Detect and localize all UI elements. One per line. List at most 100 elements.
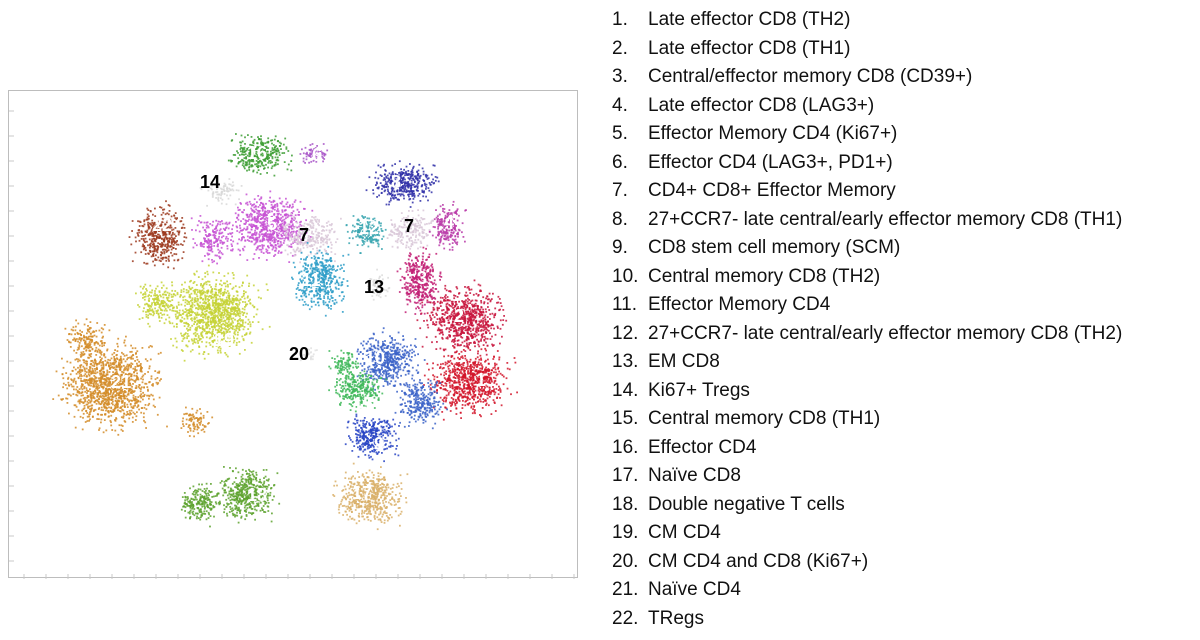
cluster-point [155,259,158,261]
cluster-point [163,219,165,221]
cluster-point [227,307,230,310]
cluster-point [144,234,147,236]
cluster-point [106,385,109,388]
axis-ticks [9,110,575,579]
cluster-point [167,255,170,258]
cluster-point [271,147,274,149]
cluster-point [306,151,308,154]
cluster-point [139,370,142,373]
cluster-point [110,402,113,405]
cluster-point [292,242,294,244]
cluster-point [175,323,178,325]
cluster-point [201,245,204,248]
cluster-point [154,225,157,228]
cluster-point [293,219,295,221]
cluster-point [229,330,231,333]
cluster-point [151,309,154,312]
cluster-point [160,246,163,248]
cluster-point [138,360,140,363]
cluster-point [293,238,296,240]
cluster-point [138,384,141,386]
cluster-point [263,227,266,230]
cluster-point [159,235,161,237]
umap-plot-frame: 1 2 3 4 5 6 7 8 9 10 11 12 13 14 15 16 17 18 19 20 21 22 7 [8,90,578,579]
cluster-point [153,244,155,247]
cluster-point [118,396,121,399]
cluster-point [201,325,204,327]
cluster-point [298,228,301,231]
cluster-point [259,221,262,224]
cluster-point [92,410,95,412]
cluster-point [66,397,69,400]
cluster-point [86,403,89,406]
cluster-point [88,346,91,349]
cluster-point [405,217,408,219]
cluster-point [151,235,154,237]
cluster-point [243,308,246,311]
cluster-point [213,233,216,236]
cluster-point [142,239,145,242]
cluster-point [99,373,102,376]
cluster-point [309,221,312,223]
cluster-point [260,207,263,210]
cluster-point [93,379,95,382]
cluster-point [143,245,146,248]
cluster-point [265,155,268,157]
cluster-point [206,242,209,244]
cluster-point [95,329,98,332]
cluster-point [169,228,171,231]
cluster-point [232,224,234,227]
cluster-point [146,360,149,362]
cluster-point [175,248,177,250]
cluster-point [302,243,304,245]
cluster-point [99,377,102,379]
cluster-point [128,382,131,385]
cluster-point [227,300,230,302]
cluster-point [180,332,182,335]
cluster-point [203,237,205,240]
cluster-point [113,373,116,376]
cluster-point [119,355,122,358]
cluster-point [231,248,234,251]
cluster-point [268,156,270,159]
cluster-point [120,365,123,368]
cluster-point [417,209,419,211]
cluster-point [261,142,263,145]
cluster-point [190,217,193,220]
cluster-point [196,425,199,428]
cluster-point [221,303,224,306]
cluster-point [152,260,154,263]
cluster-point [114,361,117,364]
cluster-point [88,374,91,377]
cluster-point [159,294,161,297]
cluster-point [246,239,249,241]
cluster-point [198,289,201,292]
cluster-point [237,248,240,251]
cluster-point [235,133,237,135]
cluster-point [94,408,97,411]
cluster-point [131,392,133,394]
cluster-point [195,417,197,419]
cluster-point [311,236,314,238]
cluster-point [224,288,226,291]
cluster-point [233,299,236,302]
cluster-point [114,399,117,402]
cluster-point [116,342,119,345]
cluster-point [305,152,307,155]
cluster-point [219,283,221,286]
cluster-point [160,301,163,303]
cluster-point [232,286,235,289]
cluster-point [419,246,422,248]
cluster-point [197,276,200,278]
cluster-point [267,239,269,241]
cluster-point [226,245,229,247]
cluster-point [188,294,191,296]
cluster-point [238,328,241,331]
cluster-point [162,243,165,246]
cluster-point [101,394,104,397]
cluster-point [76,338,78,340]
cluster-point [192,423,195,425]
cluster-point [257,161,260,163]
cluster-point [100,401,103,403]
cluster-point [92,415,94,418]
